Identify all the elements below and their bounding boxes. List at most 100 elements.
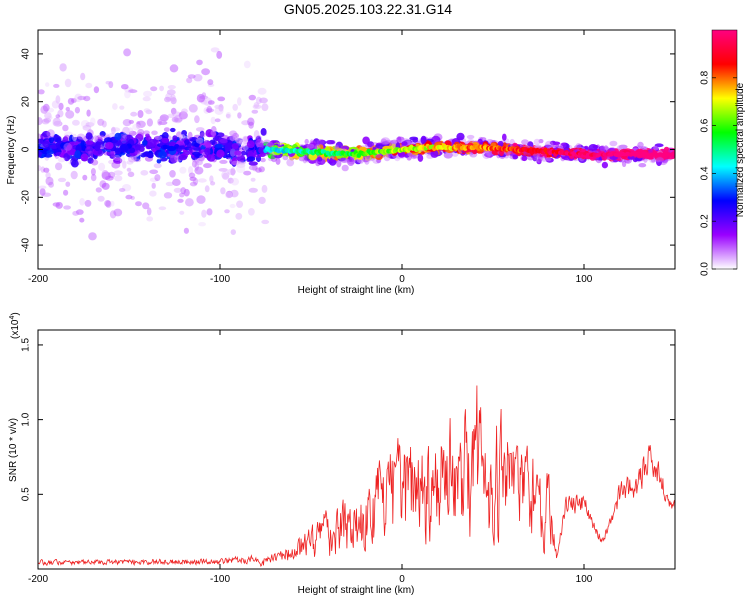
spectrogram-cell xyxy=(52,202,60,207)
spectrogram-cell xyxy=(243,170,252,176)
spectrogram-xlabel: Height of straight line (km) xyxy=(298,285,415,296)
spectrogram-cell xyxy=(225,112,232,119)
snr-xtick-label: 0 xyxy=(399,574,405,585)
spectrogram-cell xyxy=(46,150,54,155)
spectrogram-cell xyxy=(433,133,443,141)
spectrogram-cell xyxy=(544,140,554,149)
snr-ytick-label: 1.5 xyxy=(21,338,32,352)
spectrogram-cell xyxy=(58,102,64,111)
spectrogram-cell xyxy=(261,219,270,225)
spectrogram-cell xyxy=(42,130,51,138)
spectrogram-cell xyxy=(135,201,142,207)
spectrogram-cell xyxy=(85,146,94,154)
spectrogram-cell xyxy=(93,86,100,94)
spectrogram-cell xyxy=(216,149,225,158)
spectrogram-cell xyxy=(65,106,71,112)
spectrogram-cell xyxy=(255,139,264,148)
spectrogram-cell xyxy=(179,134,186,139)
spectrogram-cell xyxy=(154,135,163,141)
spectrogram-cell xyxy=(375,144,384,149)
spectrogram-cell xyxy=(38,150,42,158)
spectrogram-cell xyxy=(41,192,52,197)
spectrogram-cell xyxy=(246,140,255,149)
spectrogram-cell xyxy=(142,202,150,210)
spectrogram-cell xyxy=(375,154,383,160)
spectrogram-cell xyxy=(310,140,318,147)
spectrogram-cell xyxy=(64,78,72,88)
colorbar-tick-label: 0.6 xyxy=(700,118,711,132)
spectrogram-cell xyxy=(122,126,130,135)
spectrogram-cell xyxy=(48,181,54,188)
spectrogram-cell xyxy=(99,131,106,137)
spectrogram-cell xyxy=(170,97,177,105)
spectrogram-cell xyxy=(219,138,228,146)
spectrogram-cell xyxy=(608,147,616,153)
spectrogram-cell xyxy=(339,158,349,162)
spectrogram-cell xyxy=(380,140,390,146)
spectrogram-cell xyxy=(171,116,179,123)
spectrogram-cell xyxy=(126,167,132,172)
spectrogram-cell xyxy=(603,145,609,154)
spectrogram-cell xyxy=(158,206,167,211)
spectrogram-cell xyxy=(214,118,221,123)
spectrogram-cell xyxy=(204,143,211,149)
spectrogram-cell xyxy=(66,144,74,152)
spectrogram-cell xyxy=(224,191,233,199)
spectrogram-cell xyxy=(188,172,196,179)
spectrogram-cell xyxy=(253,130,260,139)
spectrogram-cell xyxy=(196,93,205,103)
spectrogram-cell xyxy=(348,157,355,163)
spectrogram-xtick-label: -200 xyxy=(28,274,48,285)
spectrogram-cell xyxy=(183,188,190,197)
colorbar-frame xyxy=(711,29,738,270)
spectrogram-cell xyxy=(170,94,176,102)
spectrogram-cell xyxy=(163,127,170,132)
spectrogram-cell xyxy=(230,229,236,236)
spectrogram-cell xyxy=(43,153,53,158)
snr-ylabel: SNR (10 * v/v) xyxy=(8,418,19,482)
spectrogram-cell xyxy=(57,177,67,183)
spectrogram-cell xyxy=(146,118,153,127)
spectrogram-cell xyxy=(364,157,370,165)
snr-xtick-label: -200 xyxy=(28,574,48,585)
spectrogram-cell xyxy=(63,205,71,210)
spectrogram-cell xyxy=(417,154,424,162)
spectrogram-cell xyxy=(142,140,148,146)
colorbar-tick-label: 0.0 xyxy=(700,262,711,276)
spectrogram-cell xyxy=(219,159,228,164)
spectrogram-cell xyxy=(72,133,77,142)
spectrogram-cell xyxy=(90,174,97,182)
spectrogram-cell xyxy=(588,144,598,152)
spectrogram-cell xyxy=(85,140,94,145)
spectrogram-cell xyxy=(112,103,118,110)
spectrogram-cell xyxy=(76,136,83,142)
spectrogram-cell xyxy=(71,159,79,168)
spectrogram-cell xyxy=(251,109,259,114)
spectrogram-cell xyxy=(232,135,239,141)
spectrogram-cell xyxy=(80,153,89,162)
spectrogram-cell xyxy=(255,154,262,163)
spectrogram-cell xyxy=(207,154,216,162)
spectrogram-cell xyxy=(609,155,618,160)
spectrogram-cell xyxy=(195,160,203,166)
spectrogram-cell xyxy=(157,118,162,126)
spectrogram-cell xyxy=(248,187,258,193)
spectrogram-cell xyxy=(91,159,99,166)
spectrogram-cell xyxy=(101,171,111,180)
spectrogram-cell xyxy=(330,154,335,163)
spectrogram-cell xyxy=(167,85,176,90)
spectrogram-cell xyxy=(164,96,171,103)
colorbar-gradient xyxy=(712,30,737,269)
spectrogram-cell xyxy=(201,209,207,218)
spectrogram-cell xyxy=(255,139,261,144)
spectrogram-cell xyxy=(105,80,111,85)
spectrogram-cell xyxy=(45,172,51,179)
spectrogram-ytick-label: 0 xyxy=(21,146,32,152)
spectrogram-cell xyxy=(121,84,129,90)
spectrogram-cell xyxy=(621,160,627,167)
spectrogram-cell xyxy=(209,139,216,145)
spectrogram-cell xyxy=(39,188,46,196)
figure-title: GN05.2025.103.22.31.G14 xyxy=(284,1,452,17)
spectrogram-cell xyxy=(240,145,246,153)
spectrogram-cell xyxy=(203,163,212,169)
